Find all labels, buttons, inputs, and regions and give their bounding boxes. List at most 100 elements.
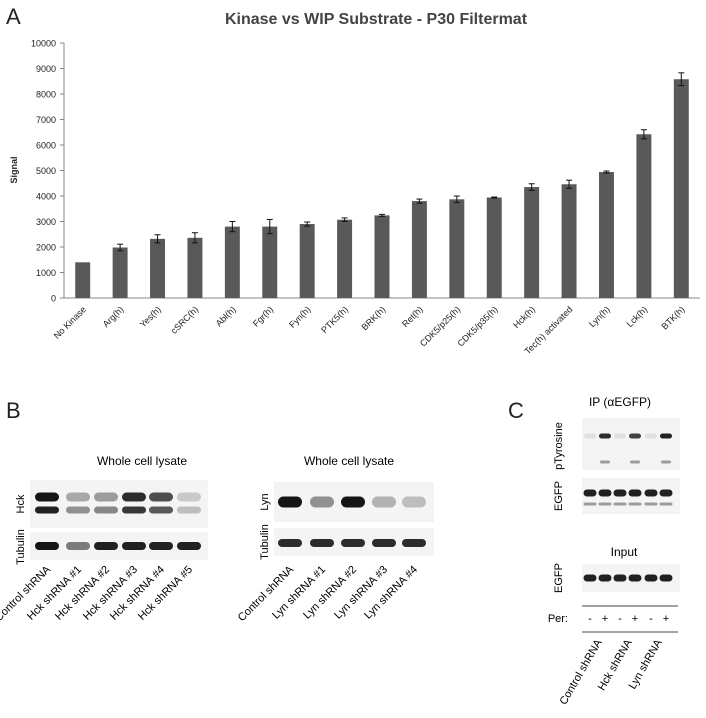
per-sign: + <box>602 613 608 625</box>
x-tick-label: Fyn(h) <box>287 304 312 329</box>
blot-band <box>149 492 173 502</box>
bar <box>150 238 166 298</box>
per-sign: - <box>649 613 653 625</box>
blot-band <box>628 489 642 497</box>
blot-right-lane-label: Control shRNA <box>236 563 297 624</box>
blot-band <box>583 574 597 582</box>
blot-right-lane-label: Lyn shRNA #4 <box>362 564 420 622</box>
blot-band <box>341 496 365 508</box>
blot-band <box>122 492 146 502</box>
blot-band <box>628 502 642 506</box>
blot-band <box>402 539 426 547</box>
y-tick-label: 10000 <box>31 39 56 49</box>
bar <box>411 201 427 298</box>
bar <box>598 172 614 298</box>
bar <box>561 184 577 298</box>
bar <box>486 197 502 298</box>
blot-band <box>613 502 627 506</box>
y-axis-label: Signal <box>9 156 19 183</box>
blot-band <box>644 574 658 582</box>
bar <box>187 237 203 298</box>
blot-left-row-label-tubulin: Tubulin <box>15 529 27 565</box>
blot-band <box>149 506 173 514</box>
x-tick-label: Yes(h) <box>138 304 163 329</box>
blot-band <box>599 433 611 439</box>
bar <box>224 226 240 298</box>
x-tick-label: Lck(h) <box>625 304 650 329</box>
blot-band <box>583 489 597 497</box>
x-tick-label: PTK5(h) <box>319 304 350 335</box>
x-tick-label: Lyn(h) <box>587 304 612 329</box>
y-tick-label: 3000 <box>36 217 56 227</box>
blot-band <box>660 433 672 439</box>
y-tick-label: 2000 <box>36 243 56 253</box>
blot-band <box>583 502 597 506</box>
y-tick-label: 5000 <box>36 166 56 176</box>
input-title: Input <box>611 545 638 559</box>
y-tick-label: 7000 <box>36 115 56 125</box>
panel-c-lane-label: Control shRNA <box>558 637 605 707</box>
blot-band <box>629 433 641 439</box>
blot-band <box>310 539 334 547</box>
x-tick-label: BRK(h) <box>359 304 387 332</box>
blot-band <box>94 492 118 502</box>
y-tick-label: 6000 <box>36 141 56 151</box>
blot-band <box>372 496 396 508</box>
blot-band <box>584 433 596 439</box>
blot-band <box>94 542 118 550</box>
bar <box>449 199 465 298</box>
bar <box>299 224 315 298</box>
blot-band <box>177 492 201 502</box>
blot-band <box>278 496 302 508</box>
blot-band <box>644 489 658 497</box>
bar <box>524 187 540 298</box>
x-tick-label: Arg(h) <box>101 304 126 329</box>
blot-band <box>66 542 90 550</box>
blot-band <box>598 502 612 506</box>
blot-band <box>341 539 365 547</box>
blot-band <box>177 506 201 514</box>
chart-title: Kinase vs WIP Substrate - P30 Filtermat <box>225 11 528 28</box>
bar <box>112 247 128 298</box>
blot-band <box>94 506 118 514</box>
panel-c-letter: C <box>508 398 524 423</box>
blot-band <box>613 574 627 582</box>
blot-band <box>310 496 334 508</box>
y-axis-ticks: 0 1000 2000 3000 4000 5000 6000 7000 8000 9000 100… <box>31 39 64 304</box>
bar-series <box>75 79 689 299</box>
blot-left-row-label-hck: Hck <box>15 494 27 513</box>
bar <box>337 219 353 298</box>
blot-band <box>66 492 90 502</box>
blot-band <box>613 489 627 497</box>
blot-band <box>122 542 146 550</box>
blot-band <box>630 460 640 464</box>
blot-left-hck-image <box>30 480 208 528</box>
blot-band <box>645 433 657 439</box>
blot-band <box>614 433 626 439</box>
bar <box>673 79 689 299</box>
bar <box>636 134 652 298</box>
x-axis-tick-labels: No Kinase Arg(h) Yes(h) cSRC(h) Abl(h) Fgr(h)… <box>52 304 687 356</box>
blot-band <box>177 542 201 550</box>
blot-left-bands <box>35 492 201 550</box>
blot-left-title: Whole cell lysate <box>97 454 187 468</box>
blot-band <box>35 492 59 502</box>
per-sign: + <box>663 613 669 625</box>
x-tick-label: Hck(h) <box>511 304 537 330</box>
blot-band <box>122 506 146 514</box>
per-sign: - <box>618 613 622 625</box>
blot-band <box>35 542 59 550</box>
panel-b-letter: B <box>6 398 21 423</box>
per-sign: + <box>632 613 638 625</box>
blot-band <box>149 542 173 550</box>
blot-band <box>66 506 90 514</box>
blot-band <box>598 489 612 497</box>
blot-band <box>661 460 671 464</box>
panel-a-letter: A <box>6 4 21 29</box>
blot-band <box>598 574 612 582</box>
blot-band <box>644 502 658 506</box>
